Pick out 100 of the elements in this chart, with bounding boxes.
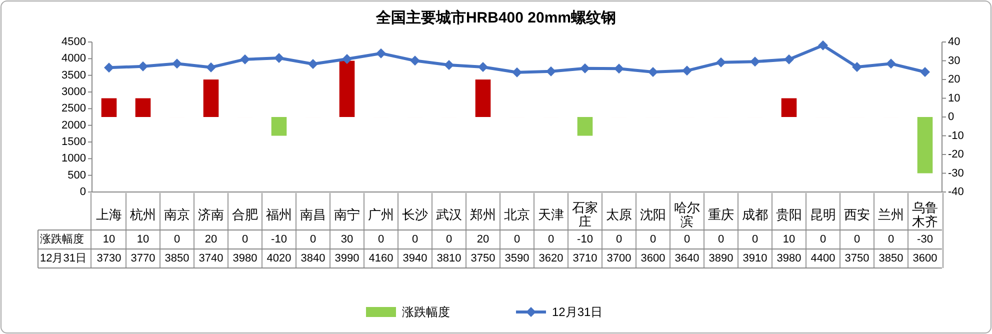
y-tick-label: 4500 [62,36,86,48]
data-label: 3850 [878,252,904,264]
data-label: 3990 [334,252,360,264]
x-tick-label: 济南 [198,206,224,222]
x-tick-label: 福州 [266,206,292,222]
x-tick-label: 昆明 [810,206,836,222]
y2-tick-label: -40 [948,186,964,198]
point [138,61,148,72]
bar [339,60,355,117]
data-label: 0 [446,234,452,246]
x-tick-label: 西安 [844,206,870,222]
data-label: 3740 [198,252,224,264]
data-label: 3840 [300,252,326,264]
x-tick-label: 合肥 [232,206,258,222]
x-tick-label: 乌鲁木齐 [912,200,938,228]
data-label: -10 [577,234,593,246]
x-tick-label: 北京 [504,206,530,222]
point [546,66,556,76]
x-tick-label: 哈尔滨 [674,200,700,228]
y-tick-label: 1000 [62,152,86,165]
data-label: 4400 [810,252,836,264]
data-label: 0 [888,234,894,246]
point [614,64,624,74]
data-label: 0 [548,234,554,246]
data-label: 10 [782,234,796,246]
point [342,54,352,64]
data-label: -10 [271,234,287,246]
data-label: 3640 [674,252,700,264]
x-tick-label: 天津 [538,206,564,222]
data-label: 0 [514,234,520,246]
x-tick-label: 石家庄 [572,200,598,228]
data-label: -30 [917,234,933,246]
data-label: 0 [174,234,180,246]
y-tick-label: 0 [80,186,86,198]
data-label: 0 [820,234,826,246]
y-tick-label: 2500 [62,102,86,115]
data-label: 3730 [96,252,122,264]
x-tick-label: 贵阳 [776,206,802,222]
y-tick-label: 3500 [62,69,86,82]
bar [475,80,491,117]
y2-tick-label: -20 [948,148,964,160]
point [750,56,760,67]
x-tick-label: 南京 [164,206,190,222]
point [240,54,250,64]
data-label: 0 [854,234,860,246]
y2-tick-label: 10 [948,92,960,104]
x-tick-label: 兰州 [878,206,904,222]
y-tick-label: 4000 [62,52,86,65]
legend-label: 涨跌幅度 [402,305,450,319]
x-tick-label: 重庆 [708,206,734,222]
data-label: 20 [476,234,490,246]
y2-tick-label: -10 [948,130,964,142]
data-label: 10 [136,234,150,246]
point [172,58,182,69]
point [376,48,386,58]
y2-tick-label: 30 [948,54,960,67]
y2-tick-label: -30 [948,167,964,180]
data-label: 0 [310,234,316,246]
data-label: 0 [242,234,248,246]
x-tick-label: 武汉 [436,206,462,222]
bar [781,98,797,117]
data-label: 3620 [538,252,564,264]
bar [203,80,219,117]
point [852,62,862,72]
data-label: 4020 [266,252,292,264]
data-label: 10 [102,234,116,246]
data-label: 0 [684,234,690,246]
data-label: 3750 [470,252,496,264]
y-tick-label: 3000 [62,86,86,98]
x-tick-label: 广州 [368,206,394,222]
x-tick-label: 郑州 [470,206,496,222]
data-label: 4160 [368,252,394,264]
data-label: 3980 [232,252,258,264]
text: 12月31日 [40,252,86,264]
y2-tick-label: 20 [948,74,960,86]
data-label: 0 [752,234,758,246]
bar [271,117,287,136]
data-label: 0 [650,234,656,246]
x-tick-label: 长沙 [402,206,428,222]
bar [101,98,117,117]
data-label: 20 [204,234,218,246]
x-tick-label: 杭州 [129,206,156,222]
bar [577,117,593,136]
x-tick-label: 南昌 [300,206,326,222]
bar [917,117,933,174]
y2-tick-label: 0 [948,111,954,123]
y2-tick-label: 40 [948,36,960,48]
text: 涨跌幅度 [40,234,84,246]
point [444,60,454,70]
data-label: 3940 [402,252,428,264]
data-label: 3770 [130,252,156,264]
data-label: 3850 [164,252,190,264]
data-label: 3910 [742,252,768,264]
y-tick-label: 2000 [62,119,86,132]
point [886,58,896,69]
point [580,63,590,74]
point [512,67,522,78]
point [308,59,318,69]
data-label: 0 [378,234,384,246]
point [104,62,114,73]
